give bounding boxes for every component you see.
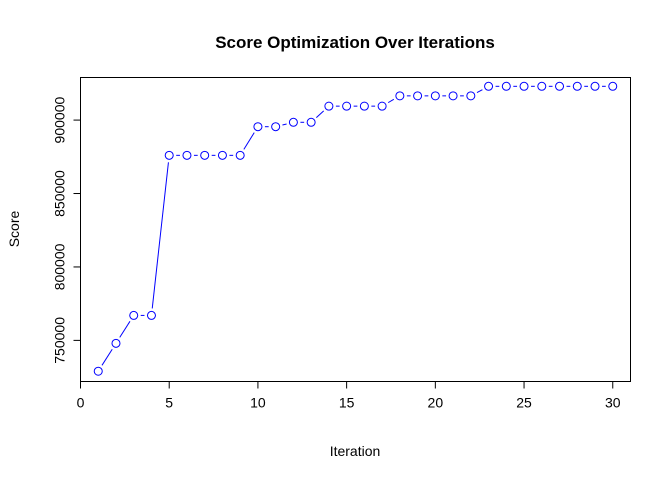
data-point <box>111 338 121 348</box>
data-point <box>484 81 494 91</box>
data-point <box>448 91 458 101</box>
y-tick-label: 850000 <box>52 170 68 217</box>
series-segment <box>387 98 395 104</box>
data-point <box>306 117 316 127</box>
plot-frame <box>80 77 631 382</box>
data-point <box>377 101 387 111</box>
data-point <box>93 366 103 376</box>
series-segment <box>243 132 255 150</box>
series-segment <box>315 110 325 118</box>
data-point <box>395 91 405 101</box>
x-axis-label: Iteration <box>330 443 381 459</box>
series-segment <box>101 348 113 366</box>
data-point <box>324 101 334 111</box>
series-segment <box>151 162 169 309</box>
data-point <box>590 81 600 91</box>
data-point <box>288 117 298 127</box>
data-point <box>466 91 476 101</box>
data-point <box>359 101 369 111</box>
series-segment <box>282 123 287 126</box>
data-point <box>430 91 440 101</box>
y-axis-label: Score <box>6 211 22 248</box>
y-tick-label: 800000 <box>52 243 68 290</box>
x-tick-label: 5 <box>165 395 173 411</box>
data-point <box>164 150 174 160</box>
data-point <box>253 122 263 132</box>
data-point <box>555 81 565 91</box>
x-tick-label: 25 <box>516 395 532 411</box>
x-tick-label: 10 <box>250 395 266 411</box>
data-point <box>342 101 352 111</box>
data-point <box>217 150 227 160</box>
y-axis: 750000 800000 850000 900000 <box>52 97 81 364</box>
data-point <box>182 150 192 160</box>
x-tick-label: 30 <box>605 395 621 411</box>
series-segment <box>119 321 131 338</box>
data-point <box>271 122 281 132</box>
data-point <box>200 150 210 160</box>
data-point <box>235 150 245 160</box>
series-points <box>93 81 618 376</box>
data-point <box>129 310 139 320</box>
data-point <box>572 81 582 91</box>
x-tick-label: 20 <box>428 395 444 411</box>
data-point <box>519 81 529 91</box>
x-tick-label: 15 <box>339 395 355 411</box>
y-tick-label: 750000 <box>52 317 68 364</box>
data-point <box>608 81 618 91</box>
chart-title: Score Optimization Over Iterations <box>215 33 495 52</box>
data-point <box>501 81 511 91</box>
data-point <box>146 310 156 320</box>
y-tick-label: 900000 <box>52 97 68 144</box>
x-tick-label: 0 <box>77 395 85 411</box>
data-point <box>413 91 423 101</box>
series-line-segments <box>101 85 606 366</box>
x-axis: 0 5 10 15 20 25 30 <box>77 381 621 411</box>
series-segment <box>476 89 483 93</box>
data-point <box>537 81 547 91</box>
